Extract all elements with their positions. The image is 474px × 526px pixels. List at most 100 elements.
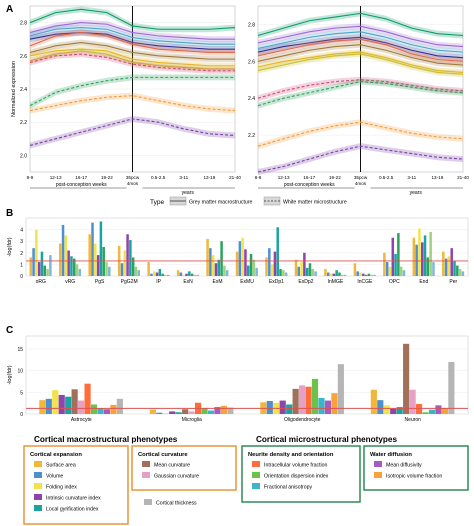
panel-b-chart: 0 1 2 3 4 oRG vRG PgS PgG2M IP ExN ExM ExMU ExDp1 ExDp… — [7, 217, 469, 285]
y-tick-label: 2.4 — [20, 87, 27, 93]
x-tick-label: ExDp2 — [298, 279, 313, 285]
x-tick-label: InMGE — [328, 279, 344, 285]
bar — [75, 264, 79, 276]
series-line — [257, 44, 464, 66]
x-tick-label: 21-40 — [229, 175, 241, 180]
bar — [270, 264, 274, 276]
x-tick-label: Oligodendrocyte — [284, 417, 321, 423]
bar — [220, 241, 223, 276]
bar — [102, 247, 105, 276]
bar — [43, 265, 47, 276]
bar — [409, 389, 416, 414]
legend-group-curvature-title: Cortical curvature — [138, 452, 188, 458]
bar — [279, 269, 282, 276]
bar — [370, 389, 377, 414]
series-ribbon — [258, 49, 463, 76]
y-tick-label: 2.2 — [248, 133, 255, 139]
bar — [244, 249, 247, 276]
x-tick-label: 19-22 — [329, 175, 341, 180]
bar — [217, 259, 221, 276]
bar — [223, 265, 226, 276]
x-tick-label: ExN — [183, 279, 193, 285]
bar — [441, 407, 448, 414]
bar — [340, 274, 344, 276]
bar — [292, 388, 299, 414]
bar — [397, 233, 400, 276]
bar — [458, 269, 462, 276]
bar — [327, 272, 330, 276]
legend-label-orientation-dispersion: Orientation dispersion index — [264, 474, 329, 480]
legend-swatch-fractional-anisotropy — [252, 483, 260, 489]
bar — [415, 404, 423, 414]
bar — [422, 412, 429, 414]
series-ribbon — [30, 39, 235, 63]
x-tick-label: 12-13 — [50, 175, 62, 180]
panel-a-left-chart: 2.0 2.2 2.4 2.6 2.8 8-9 12-13 16-17 19-22 35pcw 0.… — [11, 5, 241, 196]
bar — [29, 257, 33, 276]
bar — [129, 240, 132, 276]
series-ribbon — [258, 41, 463, 69]
y-tick-label: 2.2 — [20, 120, 27, 126]
legend-label-volume: Volume — [46, 474, 63, 480]
bar — [329, 273, 333, 276]
bar — [176, 270, 180, 276]
x-tick-label: OPC — [389, 279, 400, 285]
x-tick-label: 12-13 — [278, 175, 290, 180]
bar — [284, 272, 288, 276]
bar — [418, 228, 421, 276]
legend-box-curvature — [131, 445, 237, 491]
y-tick-label: 3 — [20, 239, 23, 245]
y-tick-label: 2.0 — [20, 153, 27, 159]
bar — [206, 238, 209, 276]
x-tick-label: 13-19 — [432, 175, 444, 180]
bar — [279, 400, 286, 414]
bar — [185, 273, 188, 276]
x-axis-label-pcw: post-conception weeks — [56, 182, 107, 188]
bar — [214, 407, 221, 414]
bar — [149, 409, 156, 414]
bar — [108, 266, 111, 276]
y-tick-label: 0 — [20, 274, 23, 280]
legend-swatch-volume — [34, 472, 42, 478]
legend-swatch-folding-index — [34, 483, 42, 489]
bar — [294, 259, 298, 276]
legend-swatch-surface-area — [34, 461, 42, 467]
bar — [190, 273, 194, 276]
series-line — [257, 79, 464, 99]
legend-swatch-mean-diffusivity — [374, 461, 382, 467]
series-line — [29, 22, 235, 40]
bar — [155, 272, 159, 276]
bar — [456, 265, 459, 276]
bar — [356, 271, 359, 276]
series-line — [257, 121, 464, 147]
y-tick-label: 0 — [20, 412, 23, 418]
y-axis-label: -log(fdr) — [7, 365, 13, 384]
bar — [209, 248, 212, 276]
bar — [193, 274, 197, 276]
bar — [318, 397, 325, 414]
bar — [105, 262, 108, 276]
bar — [385, 262, 389, 276]
legend-label-intrinsic-curvature: Intrinsic curvature index — [46, 496, 101, 502]
series-line — [257, 25, 464, 48]
bar — [126, 234, 129, 276]
bar — [166, 274, 170, 276]
bar — [156, 412, 163, 414]
legend-label-gaussian-curvature: Gaussian curvature — [154, 474, 199, 480]
bar — [134, 266, 138, 276]
bar — [84, 383, 91, 414]
x-marker-sub-label: 4mos — [127, 181, 139, 186]
series-line — [257, 81, 464, 107]
legend-label-surface-area: Surface area — [46, 463, 76, 469]
bar — [335, 270, 338, 276]
panel-b-label: B — [6, 208, 13, 219]
legend-label-grey-matter: Grey matter macrostructure — [189, 200, 253, 206]
bar — [88, 234, 91, 276]
series-ribbon — [30, 6, 235, 33]
bar — [123, 250, 127, 276]
series-ribbon — [258, 10, 463, 39]
bar — [164, 274, 167, 276]
series-line — [29, 8, 236, 30]
x-tick-label: 16-17 — [75, 175, 87, 180]
series-line — [257, 31, 464, 53]
